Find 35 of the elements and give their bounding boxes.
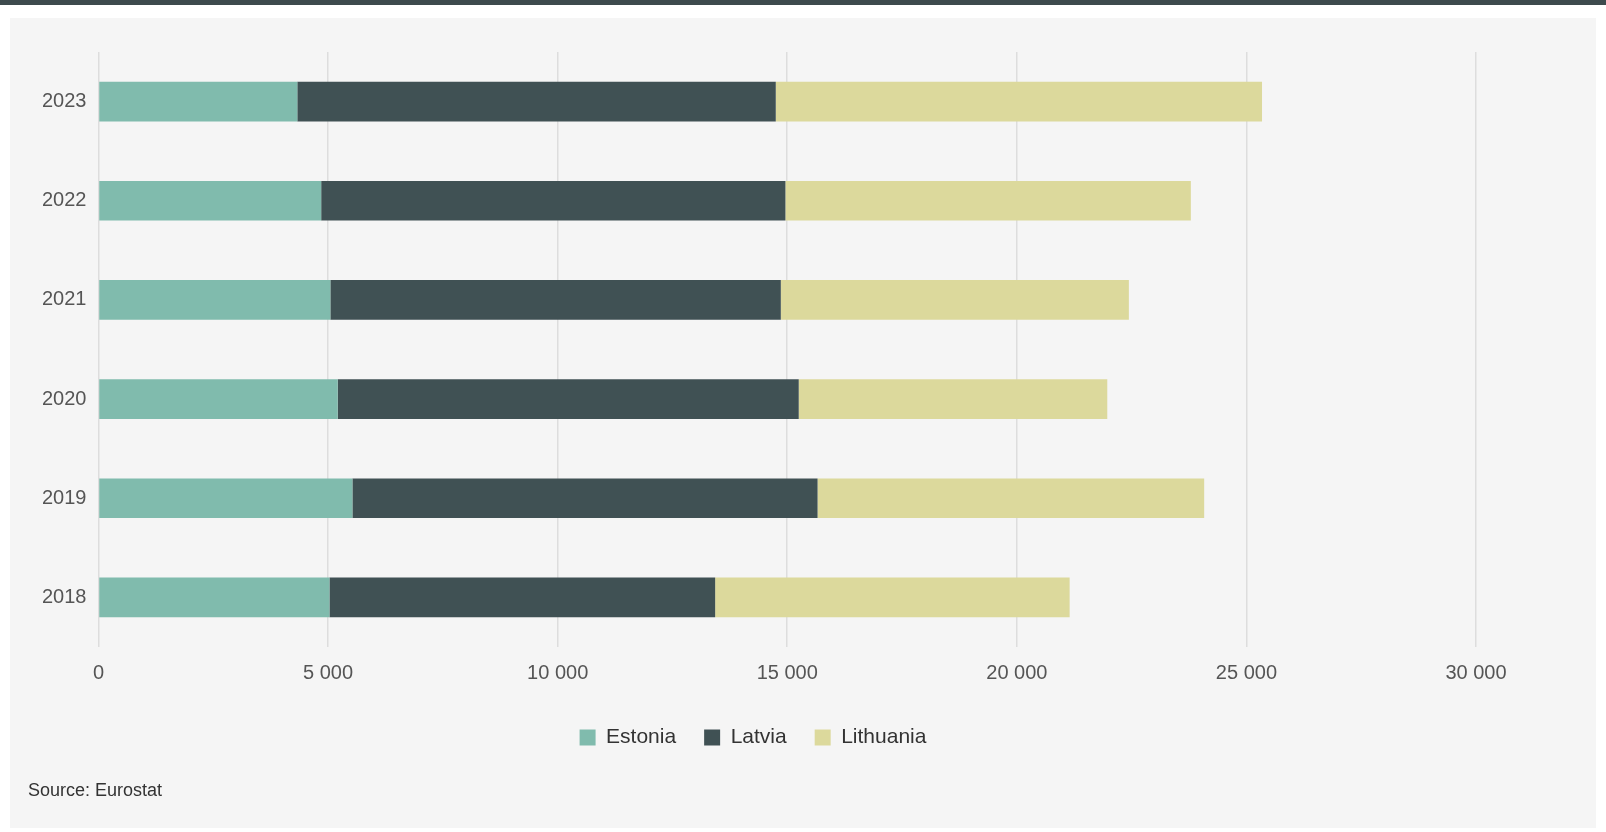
bar (817, 478, 1205, 519)
x-tick-label: 20 000 (986, 660, 1048, 683)
y-tick-label: 2019 (41, 485, 87, 508)
bar (297, 81, 776, 122)
legend-label: Estonia (606, 724, 677, 748)
y-tick-label: 2018 (41, 584, 87, 607)
bar (321, 180, 786, 221)
bar (99, 577, 330, 618)
bar (99, 180, 322, 221)
x-tick-label: 10 000 (527, 660, 589, 683)
legend-label: Lithuania (841, 724, 927, 748)
bar (775, 81, 1263, 122)
x-tick-label: 5 000 (303, 660, 354, 683)
bar (780, 280, 1129, 320)
legend-label: Latvia (730, 724, 787, 748)
x-tick-label: 30 000 (1445, 660, 1507, 683)
y-tick-label: 2020 (41, 386, 87, 409)
bar (330, 280, 781, 320)
x-tick-label: 15 000 (756, 660, 818, 683)
y-tick-label: 2021 (41, 287, 87, 310)
x-tick-label: 25 000 (1215, 660, 1277, 683)
bar (99, 81, 298, 122)
bar (329, 577, 716, 618)
bar (785, 180, 1191, 221)
bar (715, 577, 1070, 618)
bar (99, 280, 331, 320)
bar (337, 379, 799, 419)
bar (798, 379, 1108, 419)
y-tick-label: 2023 (41, 89, 87, 112)
source-note: Source: Eurostat (28, 780, 163, 801)
bar (352, 478, 818, 519)
bar (99, 478, 353, 519)
bar (99, 379, 338, 419)
y-tick-label: 2022 (41, 188, 87, 211)
x-tick-label: 0 (92, 660, 105, 683)
